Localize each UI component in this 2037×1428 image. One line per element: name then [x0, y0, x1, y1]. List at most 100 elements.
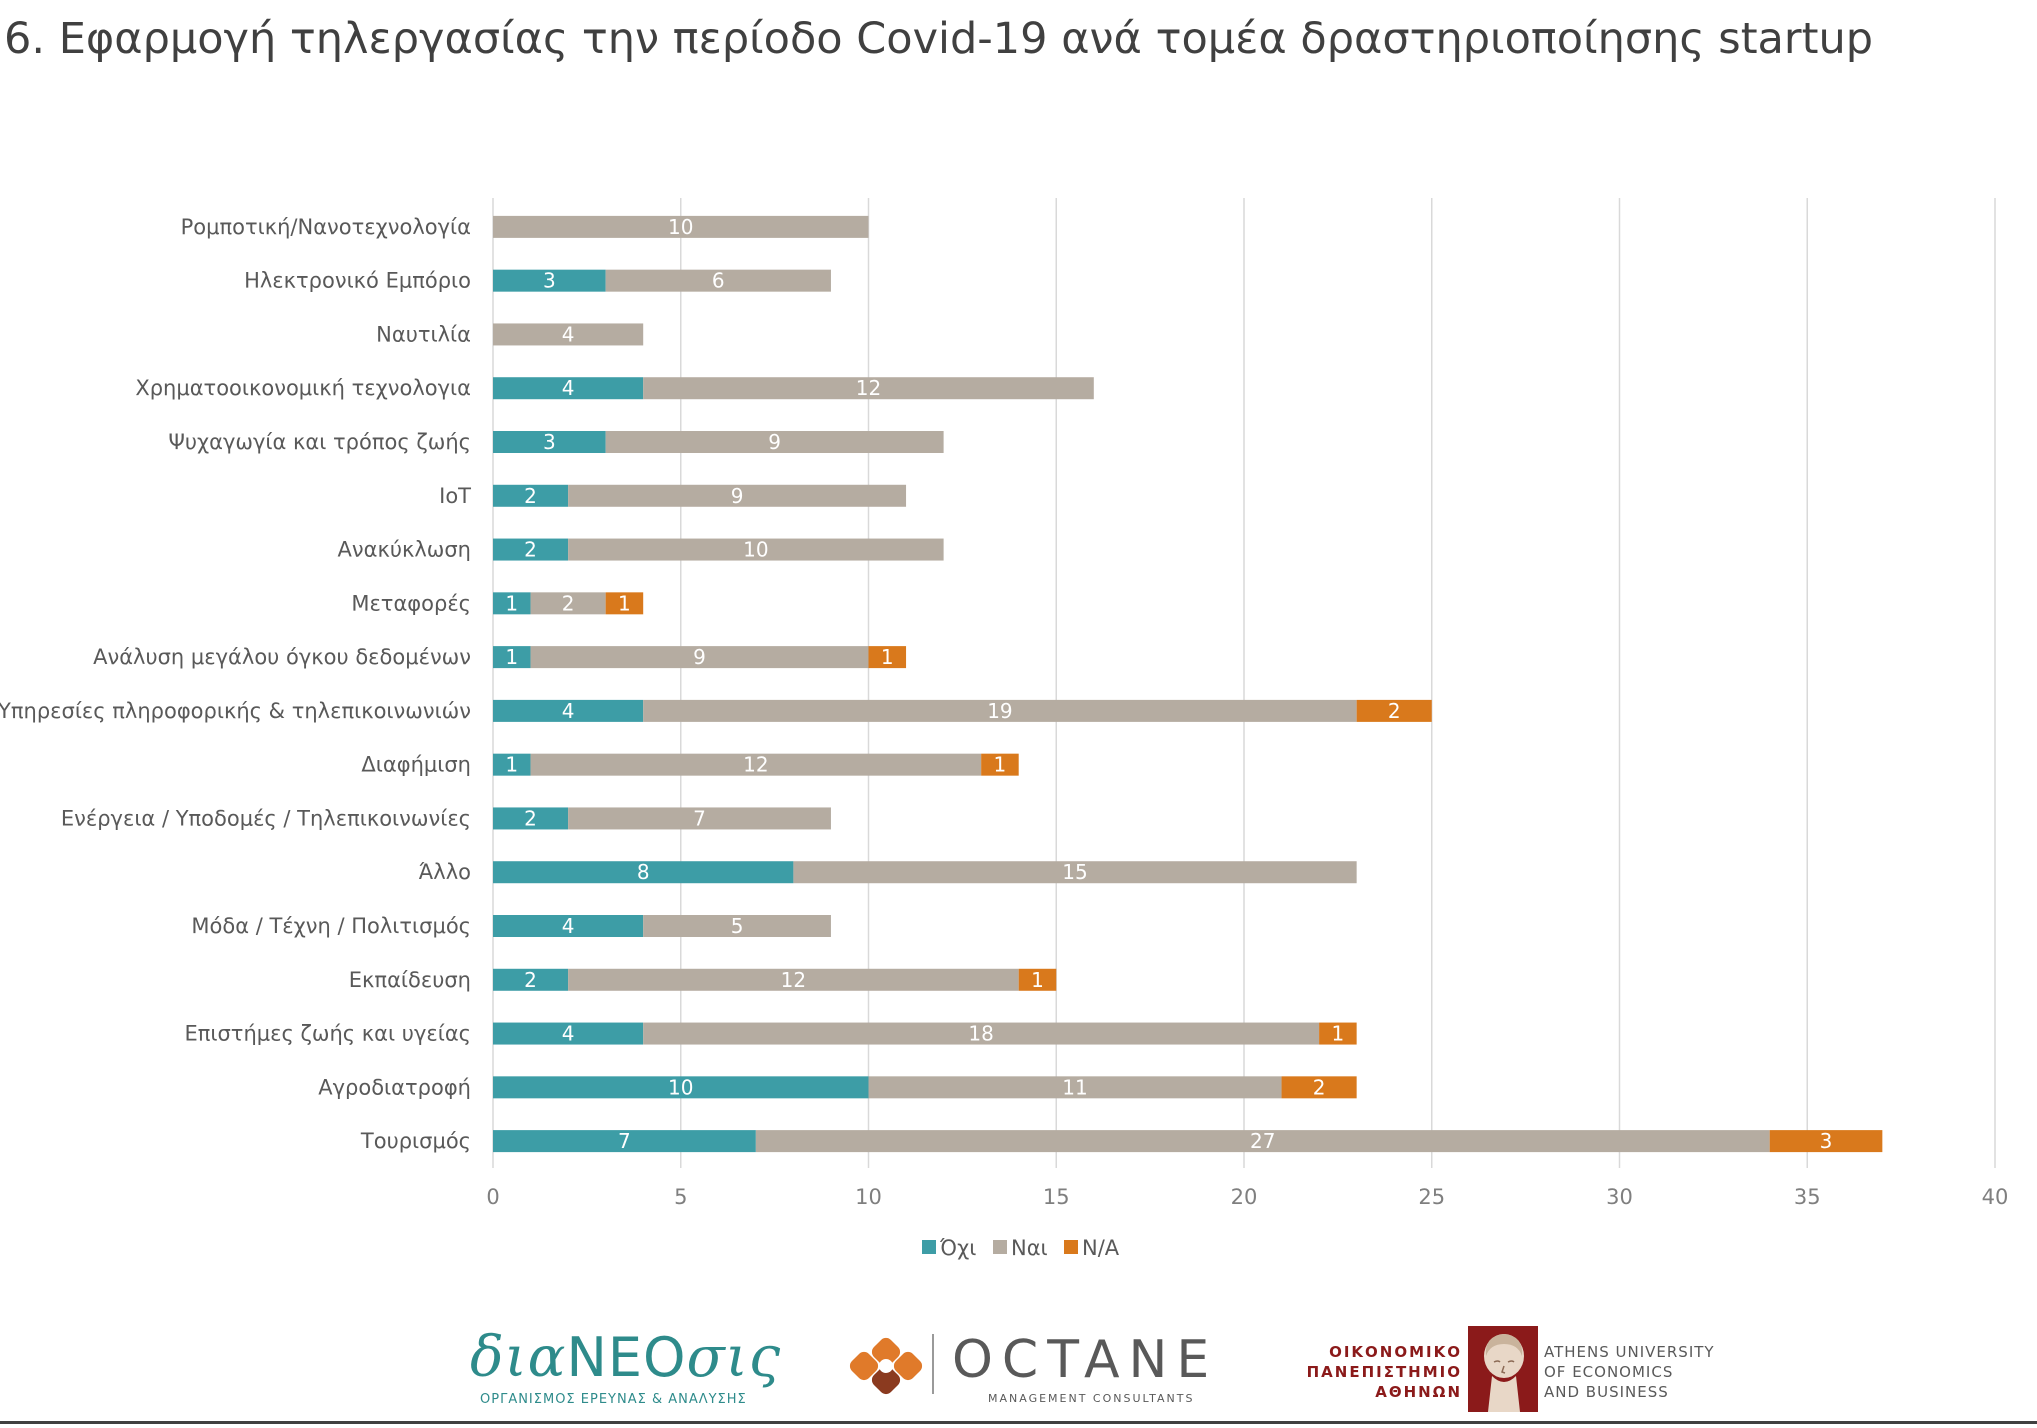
bar-segment: [568, 484, 907, 507]
aueb-greek-line-2: ΠΑΝΕΠΙΣΤΗΜΙΟ: [1306, 1363, 1462, 1381]
category-label: Ενέργεια / Υποδομές / Τηλεπικοινωνίες: [61, 806, 471, 830]
bar-segment: [868, 1076, 1282, 1099]
legend-swatch: [993, 1240, 1007, 1254]
bar-segment: [493, 269, 606, 292]
aueb-english-name: ATHENS UNIVERSITY OF ECONOMICS AND BUSIN…: [1544, 1342, 1715, 1402]
data-label: 1: [881, 645, 894, 669]
bar-segment: [1356, 699, 1432, 722]
category-label: Ψυχαγωγία και τρόπος ζωής: [168, 430, 471, 454]
aueb-logo: ΟΙΚΟΝΟΜΙΚΟ ΠΑΝΕΠΙΣΤΗΜΙΟ ΑΘΗΝΩΝ ATHENS UN…: [1300, 1326, 1720, 1416]
category-label: Ανακύκλωση: [338, 538, 471, 562]
bar-segment: [530, 592, 606, 615]
x-tick-label: 40: [1982, 1185, 2009, 1209]
data-label: 10: [668, 1075, 693, 1099]
category-label: Εκπαίδευση: [349, 968, 471, 992]
bar-segment: [1769, 1130, 1883, 1153]
x-tick-label: 15: [1043, 1185, 1070, 1209]
data-label: 7: [693, 806, 706, 830]
bar-segment: [493, 538, 569, 561]
data-label: 1: [1031, 968, 1044, 992]
data-label: 11: [1062, 1075, 1087, 1099]
category-label: Μεταφορές: [351, 591, 471, 615]
category-label: Ρομποτική/Νανοτεχνολογία: [181, 215, 471, 239]
bar-segment: [530, 646, 869, 669]
data-label: 1: [505, 591, 518, 615]
data-label: 2: [524, 538, 537, 562]
data-label: 4: [562, 322, 575, 346]
category-label: Άλλο: [419, 860, 471, 884]
data-label: 5: [731, 914, 744, 938]
bar-segment: [493, 592, 531, 615]
bar-segment: [493, 968, 569, 991]
data-label: 3: [543, 430, 556, 454]
bar-segment: [493, 807, 569, 830]
bar-segment: [568, 807, 831, 830]
bar-segment: [493, 484, 569, 507]
bar-segment: [493, 753, 531, 776]
data-label: 4: [562, 1022, 575, 1046]
bar-segment: [530, 753, 982, 776]
bar-segment: [493, 1076, 869, 1099]
data-label: 10: [668, 215, 693, 239]
bar-segment: [493, 699, 644, 722]
octane-wordmark: OCTANE: [952, 1330, 1219, 1390]
category-label: Υπηρεσίες πληροφορικής & τηλεπικοινωνιών: [0, 699, 471, 723]
x-axis-ticks: 0 5 10 15 20 25 30 35 40: [486, 1185, 2008, 1209]
bar-segment: [493, 646, 531, 669]
bar-segment: [493, 915, 644, 937]
data-label: 12: [743, 753, 768, 777]
stacked-bar-chart: 103 644 123 92 92 101 2 11 9 14 19 21 12 12 78 154 52 12 1…: [0, 198, 2008, 1260]
data-label: 1: [1332, 1022, 1345, 1046]
data-label: 2: [524, 968, 537, 992]
bar-segment: [643, 377, 1094, 400]
category-label: Ανάλυση μεγάλου όγκου δεδομένων: [93, 645, 471, 669]
data-label: 9: [693, 645, 706, 669]
octane-subtitle: MANAGEMENT CONSULTANTS: [988, 1392, 1195, 1405]
data-label: 2: [524, 806, 537, 830]
bar-segment: [1281, 1076, 1357, 1099]
bar-segment: [493, 1022, 644, 1045]
bar-segment: [493, 323, 644, 346]
category-label: Τουρισμός: [360, 1129, 471, 1153]
category-label: Ηλεκτρονικό Εμπόριο: [244, 269, 471, 293]
bar-segment: [605, 269, 831, 292]
data-label: 1: [618, 591, 631, 615]
x-tick-label: 5: [674, 1185, 687, 1209]
category-label: IoT: [439, 484, 471, 508]
dianeosis-logo: διαNEOσις ΟΡΓΑΝΙΣΜΟΣ ΕΡΕΥΝΑΣ & ΑΝΑΛΥΣΗΣ: [470, 1330, 780, 1410]
legend-label: Όχι: [939, 1236, 976, 1260]
data-label: 18: [968, 1022, 993, 1046]
data-label: 19: [987, 699, 1012, 723]
octane-mark-icon: [849, 1337, 923, 1395]
bar-segment: [605, 431, 944, 453]
aueb-english-line-1: ATHENS UNIVERSITY: [1544, 1343, 1715, 1361]
data-label: 2: [562, 591, 575, 615]
data-label: 4: [562, 914, 575, 938]
legend-swatch: [1064, 1240, 1078, 1254]
data-label: 2: [1388, 699, 1401, 723]
data-label: 3: [1820, 1129, 1833, 1153]
bar-segment: [493, 215, 869, 238]
data-label: 2: [1313, 1075, 1326, 1099]
data-label: 10: [743, 538, 768, 562]
octane-logo: OCTANE MANAGEMENT CONSULTANTS: [848, 1330, 1209, 1410]
data-label: 1: [505, 645, 518, 669]
data-label: 1: [994, 753, 1007, 777]
x-tick-label: 20: [1231, 1185, 1258, 1209]
data-label: 7: [618, 1129, 631, 1153]
category-label: Διαφήμιση: [361, 753, 471, 777]
bar-segment: [1018, 968, 1057, 991]
category-label: Ναυτιλία: [376, 322, 471, 346]
dianeosis-word-part-2: NEO: [566, 1326, 687, 1389]
bars: 103 644 123 92 92 101 2 11 9 14 19 21 12 12 78 154 52 12 1…: [493, 215, 1883, 1153]
x-tick-label: 30: [1606, 1185, 1633, 1209]
x-tick-label: 25: [1418, 1185, 1445, 1209]
hermes-head-icon: [1468, 1326, 1538, 1412]
bar-segment: [493, 377, 644, 400]
dianeosis-subtitle: ΟΡΓΑΝΙΣΜΟΣ ΕΡΕΥΝΑΣ & ΑΝΑΛΥΣΗΣ: [480, 1392, 747, 1407]
bar-segment: [568, 968, 1019, 991]
bar-segment: [793, 861, 1357, 884]
aueb-greek-name: ΟΙΚΟΝΟΜΙΚΟ ΠΑΝΕΠΙΣΤΗΜΙΟ ΑΘΗΝΩΝ: [1300, 1342, 1462, 1402]
data-label: 9: [768, 430, 781, 454]
bar-segment: [493, 431, 606, 453]
